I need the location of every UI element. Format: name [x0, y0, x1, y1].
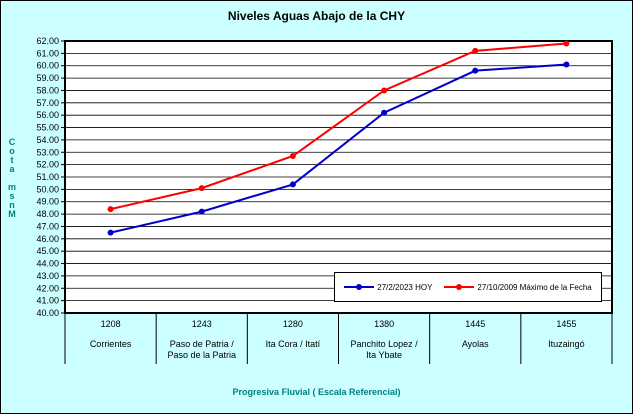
data-point: [472, 47, 479, 54]
legend-marker: [344, 284, 375, 290]
svg-text:43.00: 43.00: [36, 271, 59, 281]
category-name: Paso de Patria /: [170, 339, 235, 349]
category-name: Ayolas: [462, 339, 489, 349]
category-progresiva: 1208: [101, 319, 121, 329]
category-progresiva: 1380: [374, 319, 394, 329]
svg-text:50.00: 50.00: [36, 184, 59, 194]
legend-entry: 27/10/2009 Máximo de la Fecha: [444, 282, 592, 292]
data-point: [472, 67, 479, 74]
data-point: [563, 61, 570, 68]
category-progresiva: 1445: [465, 319, 485, 329]
category-progresiva: 1455: [556, 319, 576, 329]
legend-entry: 27/2/2023 HOY: [344, 282, 432, 292]
data-point: [381, 87, 388, 94]
legend-label: 27/2/2023 HOY: [377, 282, 433, 292]
data-point: [563, 40, 570, 47]
svg-text:61.00: 61.00: [36, 48, 59, 58]
svg-text:40.00: 40.00: [36, 308, 59, 318]
category-name: Ita Ybate: [366, 350, 402, 360]
x-axis-labels: 1208 Corrientes 1243 Paso de Patria /Paso d…: [90, 319, 585, 360]
x-axis-title: Progresiva Fluvial ( Escala Referencial): [232, 387, 401, 397]
svg-text:57.00: 57.00: [36, 98, 59, 108]
svg-text:49.00: 49.00: [36, 197, 59, 207]
data-point: [198, 185, 205, 192]
category-progresiva: 1243: [192, 319, 212, 329]
svg-text:62.00: 62.00: [36, 36, 59, 46]
series-27/10/2009 Máximo de la Fecha: [107, 40, 570, 213]
category-name: Panchito Lopez /: [351, 339, 419, 349]
svg-text:52.00: 52.00: [36, 160, 59, 170]
category-separators: [64, 313, 613, 364]
svg-text:54.00: 54.00: [36, 135, 59, 145]
svg-text:41.00: 41.00: [36, 296, 59, 306]
svg-text:51.00: 51.00: [36, 172, 59, 182]
category-name: Ita Cora / Itatí: [266, 339, 321, 349]
legend: 27/2/2023 HOY 27/10/2009 Máximo de la Fec…: [334, 272, 602, 302]
chart-title: Niveles Aguas Abajo de la CHY: [227, 9, 406, 23]
svg-text:47.00: 47.00: [36, 221, 59, 231]
svg-text:42.00: 42.00: [36, 283, 59, 293]
category-name: Corrientes: [90, 339, 132, 349]
gridlines: [65, 52, 612, 302]
data-point: [289, 152, 296, 159]
data-point: [107, 206, 114, 213]
svg-text:55.00: 55.00: [36, 123, 59, 133]
y-axis-labels: 40.00 41.00 42.00 43.00 44.00 45.00 46.00 47.00…: [36, 36, 65, 318]
category-name: Ituzaingó: [548, 339, 585, 349]
data-point: [198, 208, 205, 215]
svg-text:48.00: 48.00: [36, 209, 59, 219]
svg-text:60.00: 60.00: [36, 61, 59, 71]
legend-marker: [444, 284, 475, 290]
svg-text:59.00: 59.00: [36, 73, 59, 83]
svg-text:44.00: 44.00: [36, 259, 59, 269]
svg-text:45.00: 45.00: [36, 246, 59, 256]
svg-text:46.00: 46.00: [36, 234, 59, 244]
svg-text:56.00: 56.00: [36, 110, 59, 120]
legend-label: 27/10/2009 Máximo de la Fecha: [477, 282, 592, 292]
data-point: [289, 181, 296, 188]
data-point: [381, 109, 388, 116]
svg-text:58.00: 58.00: [36, 85, 59, 95]
category-name: Paso de la Patria: [167, 350, 236, 360]
data-point: [107, 229, 114, 236]
y-axis-title: Cota msnM: [7, 136, 17, 218]
category-progresiva: 1280: [283, 319, 303, 329]
series-27/2/2023 HOY: [107, 61, 570, 236]
svg-text:53.00: 53.00: [36, 147, 59, 157]
